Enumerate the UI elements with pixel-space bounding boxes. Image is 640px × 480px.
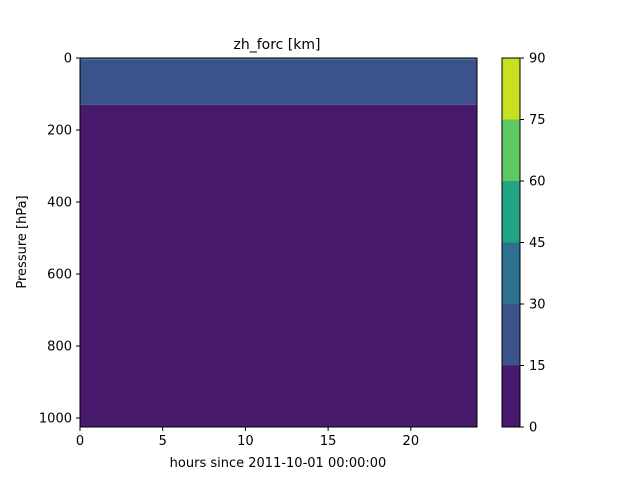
- colorbar-segment-0: [502, 365, 520, 427]
- contour-band-0: [80, 58, 477, 60]
- colorbar-tick-label: 75: [529, 113, 546, 128]
- colorbar-segment-1: [502, 304, 520, 366]
- x-tick-label: 20: [403, 434, 420, 449]
- colorbar-tick-label: 60: [529, 175, 546, 190]
- colorbar: 0 15 30 45 60 75 90: [501, 52, 546, 436]
- x-tick-label: 5: [159, 434, 167, 449]
- colorbar-tick-label: 90: [529, 52, 546, 67]
- colorbar-segment-5: [502, 58, 520, 120]
- y-tick-label: 0: [64, 52, 72, 67]
- colorbar-segment-3: [502, 181, 520, 243]
- colorbar-tick-label: 45: [529, 236, 546, 251]
- chart-title: zh_forc [km]: [234, 37, 321, 53]
- y-tick-label: 400: [47, 196, 72, 211]
- y-axis: 0 200 400 600 800 1000: [39, 52, 80, 427]
- colorbar-tick-label: 30: [529, 298, 546, 313]
- x-axis: 0 5 10 15 20: [76, 427, 419, 449]
- y-tick-label: 600: [47, 268, 72, 283]
- colorbar-tick-label: 0: [529, 421, 537, 436]
- colorbar-segment-2: [502, 242, 520, 304]
- contour-band-1: [80, 59, 477, 105]
- plot-frame: [79, 57, 478, 428]
- colorbar-tick-label: 15: [529, 359, 546, 374]
- contour-band-2: [80, 104, 477, 428]
- y-tick-label: 800: [47, 340, 72, 355]
- plot-area: [79, 57, 478, 428]
- x-axis-label: hours since 2011-10-01 00:00:00: [170, 456, 387, 471]
- y-axis-label: Pressure [hPa]: [15, 195, 30, 288]
- x-tick-label: 15: [320, 434, 337, 449]
- y-tick-label: 1000: [39, 412, 72, 427]
- x-tick-label: 10: [237, 434, 254, 449]
- x-tick-label: 0: [76, 434, 84, 449]
- colorbar-segment-4: [502, 119, 520, 181]
- y-tick-label: 200: [47, 124, 72, 139]
